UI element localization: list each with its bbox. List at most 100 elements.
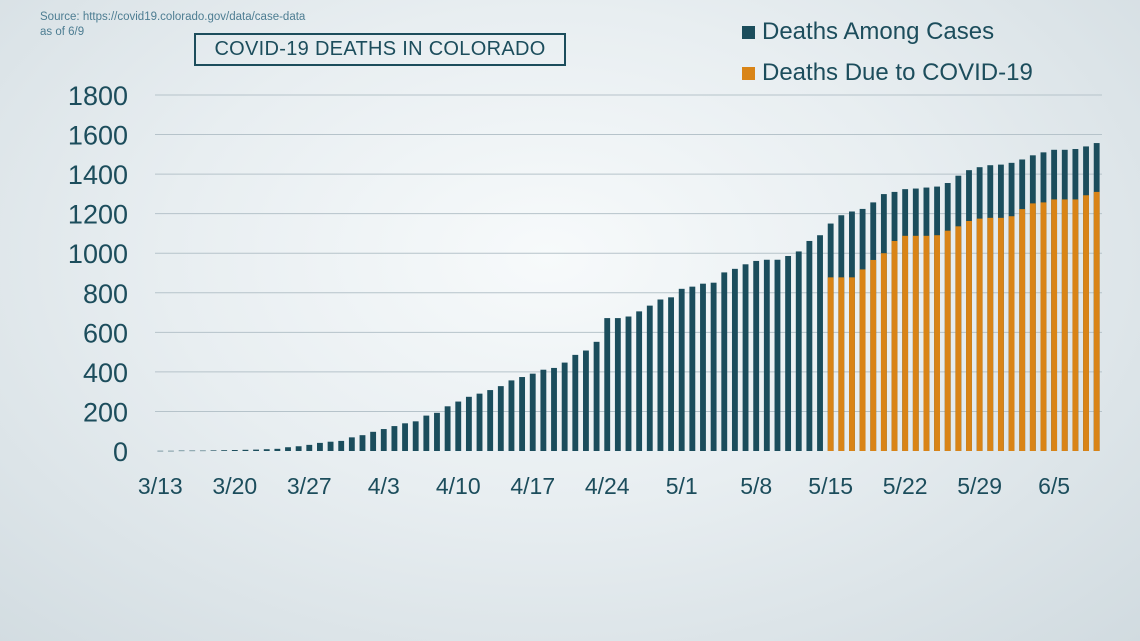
source-line: Source: https://covid19.colorado.gov/dat… [40,11,306,23]
bar-deaths-due-to-covid [1061,199,1068,451]
bar-deaths-among-cases [476,393,483,451]
source-note: Source: https://covid19.colorado.gov/dat… [40,10,305,40]
bar-deaths-among-cases [551,367,557,451]
bar-deaths-due-to-covid [997,217,1004,451]
bar-deaths-due-to-covid [1083,195,1089,451]
bar-deaths-among-cases [774,259,781,451]
legend: Deaths Among Cases Deaths Due to COVID-1… [742,18,1033,100]
bar-deaths-due-to-covid [1029,203,1036,451]
bar-deaths-among-cases [178,450,185,452]
as-of-line: as of 6/9 [40,26,85,38]
bar-deaths-due-to-covid [944,230,951,451]
bar-deaths-among-cases [402,423,408,451]
bar-deaths-due-to-covid [1019,209,1026,451]
x-tick-label: 5/29 [957,473,1002,499]
bar-deaths-among-cases [231,450,238,451]
bar-deaths-among-cases [263,449,270,451]
x-tick-label: 6/5 [1038,473,1070,499]
bar-deaths-among-cases [636,311,643,451]
bar-deaths-among-cases [763,259,770,451]
bar-deaths-among-cases [604,318,611,451]
bar-deaths-among-cases [199,450,206,452]
bar-deaths-among-cases [497,386,504,451]
bar-deaths-among-cases [529,373,536,451]
bar-deaths-among-cases [295,446,302,451]
y-tick-label: 1600 [68,121,128,151]
bar-deaths-among-cases [540,369,547,451]
bar-deaths-among-cases [561,362,568,451]
bar-deaths-due-to-covid [1051,199,1058,451]
y-tick-label: 800 [83,279,128,309]
bar-deaths-among-cases [423,415,430,451]
bar-deaths-among-cases [583,350,589,451]
bar-deaths-among-cases [221,450,228,451]
y-tick-label: 600 [83,318,128,348]
legend-swatch-deaths-due-to-covid [742,66,755,80]
x-tick-label: 4/24 [585,473,630,499]
bar-deaths-among-cases [359,435,366,451]
bar-deaths-among-cases [508,380,515,451]
bar-deaths-due-to-covid [1040,202,1047,451]
bar-deaths-among-cases [412,421,419,451]
bar-deaths-among-cases [274,448,281,451]
y-tick-label: 200 [83,397,128,427]
bar-deaths-among-cases [519,377,526,451]
bar-deaths-among-cases [742,264,749,451]
bar-deaths-among-cases [817,235,823,451]
bar-deaths-due-to-covid [880,253,887,451]
y-tick-label: 1200 [68,200,128,230]
y-tick-label: 400 [83,358,128,388]
bar-deaths-due-to-covid [838,277,845,451]
bar-deaths-due-to-covid [1008,216,1015,451]
legend-item-deaths-among-cases: Deaths Among Cases [742,18,1033,46]
bar-deaths-among-cases [593,341,600,451]
bar-deaths-among-cases [306,444,313,451]
bar-deaths-among-cases [572,354,579,451]
y-tick-label: 1800 [68,81,128,111]
bar-deaths-due-to-covid [1072,199,1079,451]
x-tick-label: 5/8 [740,473,772,499]
legend-swatch-deaths-among-cases [742,25,755,39]
y-tick-label: 1000 [68,239,128,269]
x-tick-label: 5/15 [808,473,853,499]
bar-deaths-among-cases [614,318,621,451]
bar-deaths-among-cases [753,260,760,451]
bar-deaths-due-to-covid [923,235,930,451]
legend-label-deaths-among-cases: Deaths Among Cases [762,18,995,45]
bar-deaths-due-to-covid [912,235,919,451]
legend-label-deaths-due-to-covid: Deaths Due to COVID-19 [762,59,1033,86]
bar-deaths-due-to-covid [891,240,898,451]
bar-deaths-due-to-covid [870,259,877,451]
x-tick-label: 3/13 [138,473,183,499]
bar-deaths-among-cases [646,305,653,451]
x-tick-label: 5/1 [666,473,698,499]
x-tick-label: 3/27 [287,473,332,499]
bar-deaths-among-cases [625,316,632,451]
bar-deaths-among-cases [700,283,706,451]
x-tick-label: 4/17 [510,473,555,499]
bar-deaths-among-cases [189,450,196,452]
bar-deaths-due-to-covid [849,277,855,451]
bar-deaths-due-to-covid [1093,191,1100,451]
bar-deaths-among-cases [391,426,398,451]
bar-deaths-among-cases [285,447,291,451]
bar-deaths-due-to-covid [902,235,909,451]
bar-deaths-among-cases [721,272,728,451]
bar-deaths-among-cases [657,299,664,451]
bar-deaths-due-to-covid [976,218,983,451]
x-tick-label: 4/10 [436,473,481,499]
bar-deaths-among-cases [806,240,813,451]
bar-deaths-among-cases [710,282,717,451]
y-tick-label: 0 [113,437,128,467]
bar-deaths-among-cases [327,441,334,451]
x-tick-label: 3/20 [212,473,257,499]
bar-deaths-due-to-covid [934,235,940,451]
bar-deaths-among-cases [434,412,440,451]
bar-deaths-among-cases [795,251,802,451]
bar-deaths-among-cases [731,268,738,451]
bar-deaths-due-to-covid [987,217,994,451]
bar-deaths-among-cases [253,449,260,451]
bar-deaths-among-cases [317,442,323,451]
bar-deaths-among-cases [338,440,345,451]
